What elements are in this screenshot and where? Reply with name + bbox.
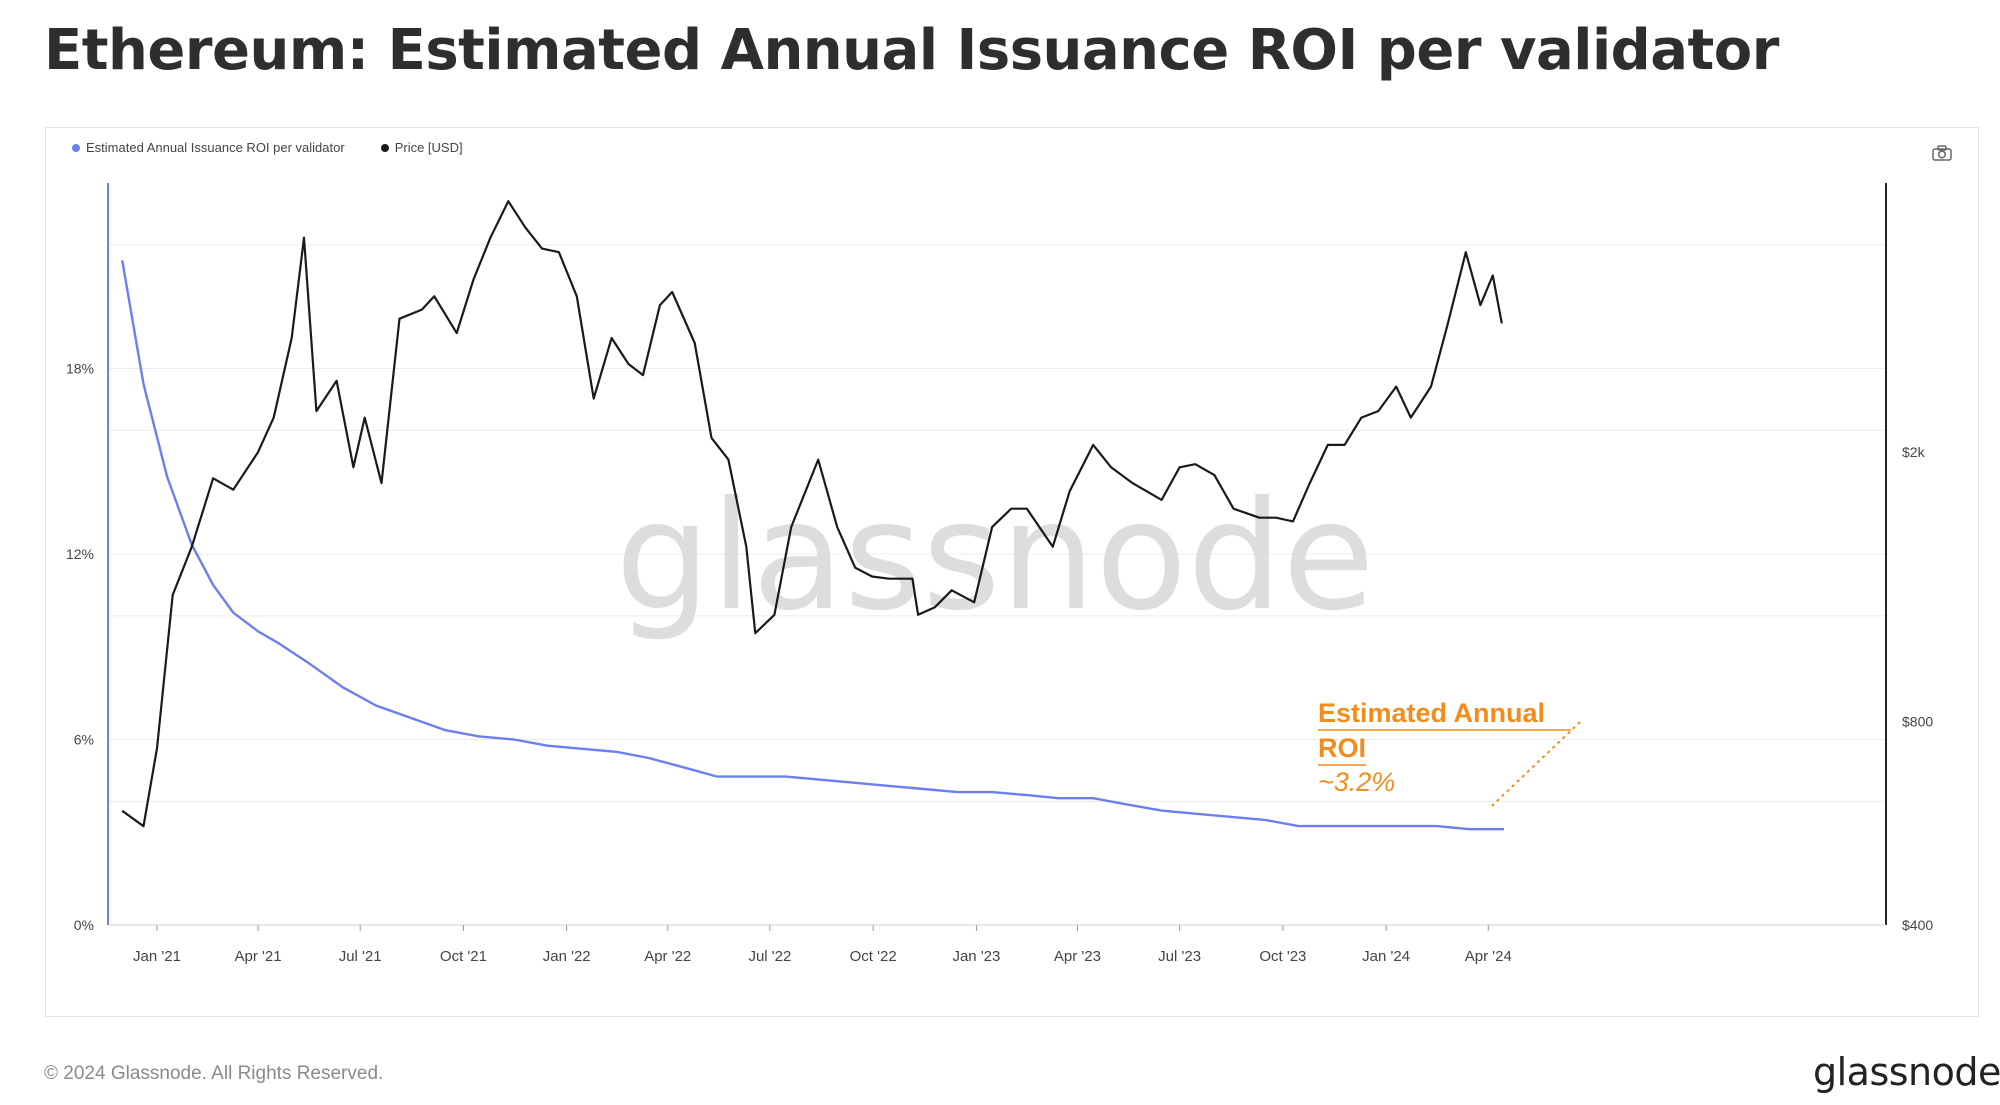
legend-item-price[interactable]: Price [USD] — [380, 140, 463, 155]
footer-copyright: © 2024 Glassnode. All Rights Reserved. — [44, 1063, 384, 1084]
annotation-value: ~3.2% — [1318, 767, 1395, 797]
footer-logo: glassnode — [1813, 1050, 2000, 1094]
annotation-arrow — [1491, 721, 1581, 807]
legend-price-label: Price [USD] — [394, 140, 463, 155]
x-tick-label: Jan '24 — [1362, 948, 1410, 965]
y-left-tick-label: 18% — [66, 361, 94, 377]
annotation-line2: ROI — [1318, 733, 1366, 763]
page-title: Ethereum: Estimated Annual Issuance ROI … — [44, 18, 1779, 83]
chart-legend: Estimated Annual Issuance ROI per valida… — [72, 140, 463, 155]
x-tick-label: Apr '23 — [1054, 948, 1101, 965]
x-tick-label: Apr '21 — [234, 948, 281, 965]
legend-roi-dot — [72, 143, 80, 152]
x-tick-label: Apr '22 — [644, 948, 691, 965]
legend-price-dot — [380, 143, 389, 152]
chart-panel — [45, 127, 1979, 1017]
camera-icon[interactable] — [1932, 145, 1952, 161]
x-tick-label: Jan '22 — [543, 948, 591, 965]
x-tick-label: Jul '22 — [748, 948, 791, 965]
x-tick-label: Apr '24 — [1465, 948, 1512, 965]
annotation-line1: Estimated Annual — [1318, 698, 1545, 728]
y-right-tick-label: $800 — [1902, 713, 1933, 729]
y-right-tick-label: $400 — [1902, 917, 1933, 933]
x-tick-label: Jan '23 — [952, 948, 1000, 965]
x-tick-label: Jul '21 — [339, 948, 382, 965]
legend-roi-label: Estimated Annual Issuance ROI per valida… — [86, 140, 345, 155]
roi-series-line — [121, 260, 1504, 831]
legend-item-roi[interactable]: Estimated Annual Issuance ROI per valida… — [72, 140, 345, 155]
y-left-tick-label: 0% — [74, 917, 94, 933]
y-left-tick-label: 12% — [66, 546, 94, 562]
x-tick-label: Oct '22 — [850, 948, 897, 965]
watermark: glassnode — [615, 470, 1374, 644]
price-series-line — [121, 200, 1503, 828]
y-right-tick-label: $2k — [1902, 444, 1926, 460]
camera-icon-glyph — [1932, 145, 1952, 161]
x-tick-label: Oct '21 — [440, 948, 487, 965]
x-tick-label: Jul '23 — [1158, 948, 1201, 965]
x-tick-label: Oct '23 — [1259, 948, 1306, 965]
x-tick-label: Jan '21 — [133, 948, 181, 965]
y-left-tick-label: 6% — [74, 732, 94, 748]
